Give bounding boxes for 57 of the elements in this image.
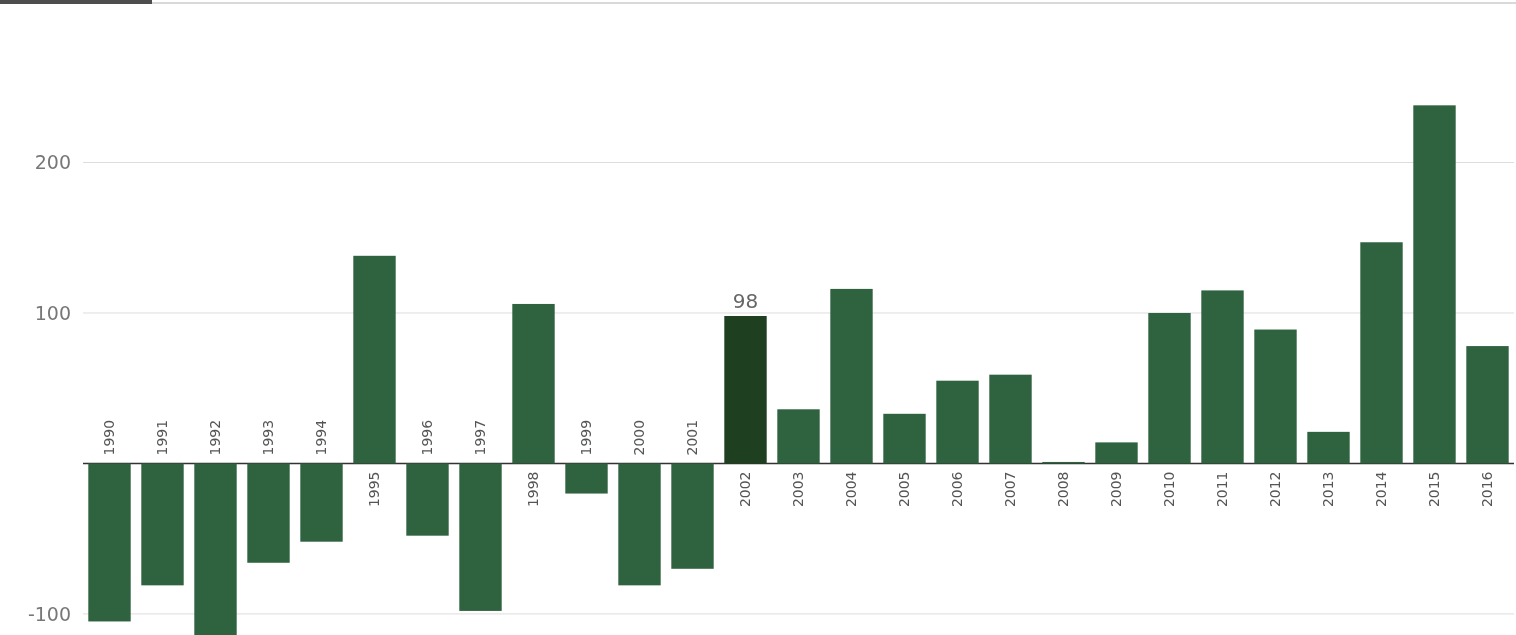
x-tick-label: 1999 [578,419,595,456]
x-tick-label: 1991 [154,419,171,456]
x-tick-label: 2002 [737,471,754,508]
bar [300,463,343,542]
y-tick-label: 200 [34,151,71,174]
bar [777,409,820,464]
bar [1254,329,1297,464]
bar [883,413,926,464]
y-tick-label: -100 [27,602,71,625]
x-tick-label: 2016 [1479,471,1496,508]
bar [618,463,661,586]
bar [194,463,237,635]
bar [1413,105,1456,464]
x-tick-label: 2001 [684,419,701,456]
bar [1466,346,1509,464]
bar [830,288,873,464]
x-tick-label: 1990 [101,419,118,456]
bar [459,463,502,611]
bar [671,463,714,569]
x-tick-label: 2003 [790,471,807,508]
y-tick-label: 100 [34,301,71,324]
bar [1148,312,1191,464]
bar [512,303,555,464]
bar [1360,242,1403,464]
x-tick-label: 2007 [1002,471,1019,508]
x-tick-label: 2008 [1055,471,1072,508]
x-tick-label: 1995 [366,471,383,508]
bar [1095,442,1138,464]
x-tick-label: 2014 [1373,471,1390,508]
x-tick-label: 2011 [1214,471,1231,508]
x-tick-label: 1994 [313,419,330,456]
bar [989,374,1032,464]
bar [88,463,131,622]
x-tick-label: 1992 [207,419,224,456]
bar [936,380,979,464]
bar [565,463,608,494]
x-tick-label: 2012 [1267,471,1284,508]
x-tick-label: 2004 [843,471,860,508]
x-tick-label: 2000 [631,419,648,456]
bar [1201,290,1244,464]
x-tick-label: 1998 [525,471,542,508]
x-tick-label: 2005 [896,471,913,508]
bar [1307,431,1350,464]
data-label: 98 [732,288,759,313]
bar [141,463,184,586]
bar [353,255,396,464]
x-tick-label: 2013 [1320,471,1337,508]
x-tick-label: 2015 [1426,471,1443,508]
x-tick-label: 2009 [1108,471,1125,508]
x-tick-label: 2006 [949,471,966,508]
bar [724,315,767,464]
x-tick-label: 1997 [472,419,489,456]
x-tick-label: 1993 [260,419,277,456]
bar [406,463,449,536]
bar [247,463,290,563]
x-tick-label: 2010 [1161,471,1178,508]
x-tick-label: 1996 [419,419,436,456]
